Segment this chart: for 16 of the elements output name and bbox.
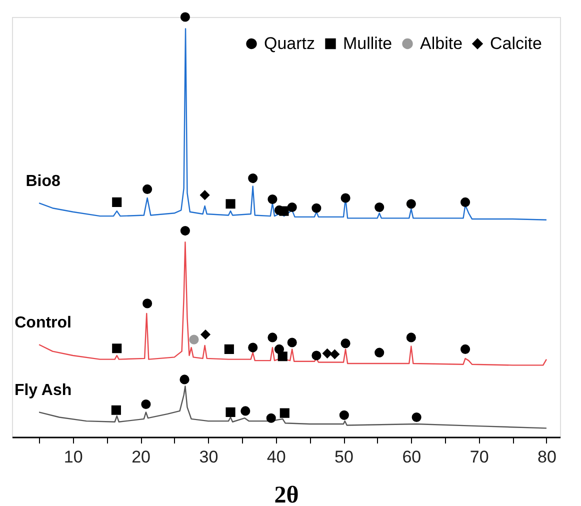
x-tick-label: 80 (538, 448, 556, 466)
x-tick-label: 10 (64, 448, 83, 466)
x-axis-title: 2θ (274, 482, 299, 506)
legend-label: Albite (420, 34, 463, 53)
x-tick-label: 20 (132, 448, 151, 466)
series-label: Control (14, 314, 72, 332)
series-label: Bio8 (26, 173, 60, 190)
x-tick-label: 50 (334, 448, 354, 466)
legend-label: Mullite (343, 34, 392, 53)
legend-label: Quartz (264, 34, 316, 53)
x-tick-label: 70 (470, 448, 489, 466)
series-label: Fly Ash (14, 382, 72, 400)
x-tick-label: 60 (402, 448, 422, 466)
legend-label: Calcite (490, 34, 542, 53)
x-tick-label: 40 (266, 448, 286, 466)
x-tick-label: 30 (199, 448, 218, 466)
